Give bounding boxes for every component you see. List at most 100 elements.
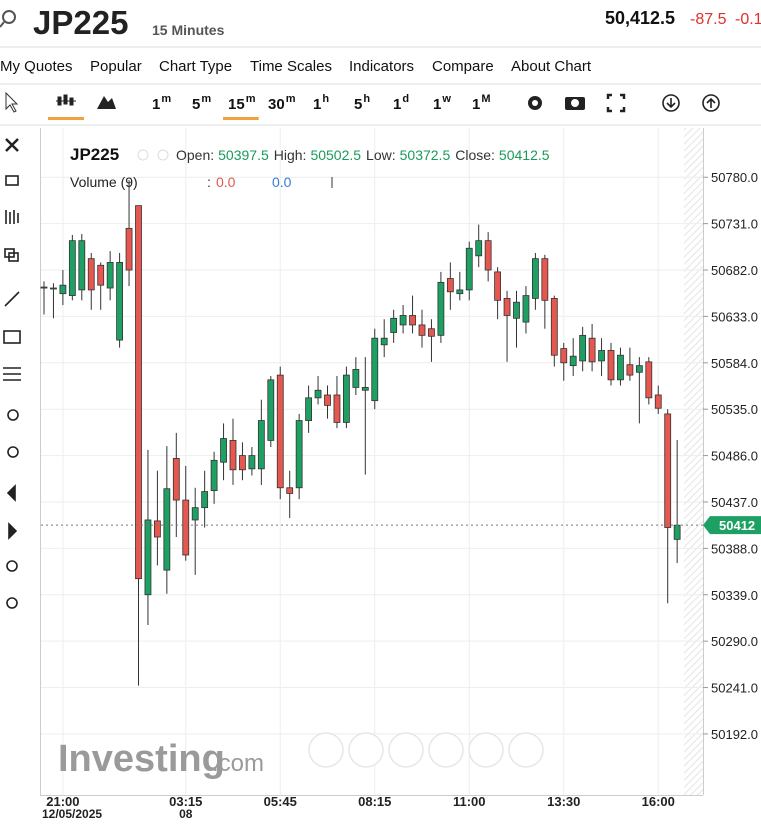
timeframe[interactable]: 5 (354, 96, 362, 113)
timeframe[interactable]: 1 (313, 96, 321, 113)
settings-icon[interactable] (528, 96, 542, 110)
plot (40, 180, 681, 686)
tool-icon[interactable] (6, 560, 18, 572)
zoom-out[interactable] (7, 446, 19, 458)
tool-icon[interactable] (6, 597, 18, 609)
timeframe[interactable]: 30 (268, 96, 285, 113)
active-underline (48, 117, 84, 120)
candle-body-up (475, 240, 483, 257)
candle-body-up (361, 387, 369, 391)
timeframe-unit[interactable]: h (322, 93, 329, 105)
fullscreen-icon[interactable] (606, 93, 626, 113)
scroll-left[interactable] (6, 484, 16, 502)
candle-body-down (550, 298, 558, 356)
price: 50,412.5 (605, 8, 675, 28)
timeframe-unit[interactable]: d (402, 93, 409, 105)
nav-button[interactable] (468, 732, 504, 768)
candle-body-down (153, 520, 161, 538)
menu-item[interactable]: About Chart (511, 58, 592, 75)
candle-body-up (295, 420, 303, 489)
timeframe-unit[interactable]: m (246, 93, 256, 105)
nav-button[interactable] (508, 732, 544, 768)
candle-body-down (97, 264, 105, 286)
timeframe[interactable]: 1 (472, 96, 480, 113)
tool-icon[interactable] (5, 175, 19, 186)
menu-item[interactable]: Time Scales (250, 58, 332, 75)
legend-value: 50397.5 (218, 147, 269, 163)
scroll-right[interactable] (8, 522, 18, 540)
search-icon[interactable] (0, 10, 16, 28)
candle-body-up (513, 301, 520, 319)
candle-body-up (465, 247, 473, 291)
candles-icon[interactable] (56, 94, 76, 106)
candle-body-down (182, 499, 190, 556)
timeframe-unit[interactable]: m (161, 93, 171, 105)
candle-body-up (59, 284, 67, 295)
menu-item[interactable]: Popular (90, 58, 142, 75)
volume-value: 0.0 (272, 174, 292, 190)
legend-label: Close: (455, 147, 495, 163)
candle-body-up (116, 262, 123, 341)
legend-separator: : (207, 174, 211, 190)
y-tick-label: 50241.0 (711, 681, 758, 696)
candle-body-up (380, 337, 388, 346)
nav-buttons (308, 732, 544, 768)
timeframe[interactable]: 1 (152, 96, 160, 113)
symbol: JP225 (33, 4, 128, 41)
cursor-icon[interactable] (5, 91, 19, 113)
area-icon[interactable] (97, 96, 116, 109)
rect-tool[interactable] (3, 330, 21, 344)
candle-body-up (635, 365, 643, 373)
timeframe-unit[interactable]: M (481, 93, 490, 105)
change-pct: -0.1 (735, 11, 761, 28)
close-icon[interactable] (5, 138, 19, 152)
timeframe[interactable]: 5 (192, 96, 200, 113)
nav-button[interactable] (388, 732, 424, 768)
y-tick-label: 50731.0 (711, 217, 758, 232)
legend-eye (137, 149, 149, 161)
candle-body-up (201, 491, 209, 509)
y-tick-label: 50339.0 (711, 588, 758, 603)
candle-body-down (626, 364, 634, 376)
zoom-in[interactable] (7, 409, 19, 421)
candle-body-down (645, 361, 653, 399)
tool-icon[interactable] (8, 252, 19, 262)
upload-icon[interactable] (702, 94, 720, 112)
y-tick-label: 50535.0 (711, 402, 758, 417)
legend-value: 50412.5 (499, 147, 550, 163)
tool-icon[interactable] (5, 210, 19, 224)
toolbar (5, 91, 720, 120)
interval: 15 Minutes (152, 22, 225, 38)
fib-tool[interactable] (3, 367, 21, 381)
legend-label: Open: (176, 147, 214, 163)
menu-item[interactable]: Indicators (349, 58, 414, 75)
timeframe[interactable]: 1 (433, 96, 441, 113)
candle-body-up (617, 354, 624, 381)
candle-body-up (437, 281, 445, 336)
nav-button[interactable] (308, 732, 344, 768)
camera-icon[interactable] (565, 97, 585, 110)
nav-button[interactable] (348, 732, 384, 768)
timeframe[interactable]: 1 (393, 96, 401, 113)
x-tick-label: 21:00 (46, 794, 79, 809)
menu-item[interactable]: Compare (432, 58, 494, 75)
timeframe-unit[interactable]: w (441, 93, 451, 105)
menu-item[interactable]: Chart Type (159, 58, 232, 75)
menu-item[interactable]: My Quotes (0, 58, 73, 75)
timeframe[interactable]: 15 (228, 96, 245, 113)
watermark: Investing (58, 738, 225, 780)
line-tool[interactable] (4, 291, 20, 307)
candle-body-up (371, 337, 379, 402)
timeframe-unit[interactable]: m (201, 93, 211, 105)
candle-body-down (588, 337, 596, 363)
candle-body-up (220, 438, 227, 463)
download-icon[interactable] (662, 94, 680, 112)
legend-gear (157, 149, 169, 161)
y-tick-label: 50192.0 (711, 727, 758, 742)
timeframe-unit[interactable]: m (286, 93, 296, 105)
nav-button[interactable] (428, 732, 464, 768)
x-tick-sublabel: 12/05/2025 (42, 807, 102, 821)
timeframe-unit[interactable]: h (363, 93, 370, 105)
watermark-suffix: .com (212, 750, 264, 777)
